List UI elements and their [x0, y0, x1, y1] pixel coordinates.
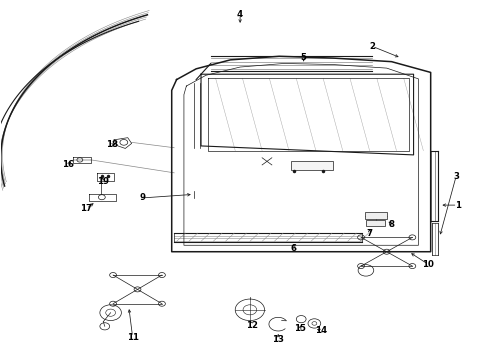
Bar — [292, 161, 333, 170]
Text: 19: 19 — [98, 177, 109, 186]
Text: 18: 18 — [106, 140, 118, 149]
Text: 10: 10 — [422, 260, 434, 269]
Bar — [365, 212, 387, 220]
Text: 5: 5 — [301, 53, 307, 62]
Bar — [366, 220, 385, 226]
Text: 13: 13 — [272, 335, 284, 344]
Text: 12: 12 — [246, 321, 258, 330]
Text: 4: 4 — [237, 10, 243, 19]
Text: 3: 3 — [453, 172, 459, 181]
Text: 1: 1 — [455, 201, 461, 210]
Text: 9: 9 — [139, 193, 146, 202]
Text: 17: 17 — [80, 204, 92, 213]
Text: 6: 6 — [291, 244, 297, 253]
Text: 16: 16 — [62, 160, 74, 169]
Text: 14: 14 — [315, 326, 327, 335]
Text: 2: 2 — [369, 42, 375, 51]
Text: 8: 8 — [389, 220, 394, 229]
Text: 15: 15 — [294, 324, 306, 333]
Text: 11: 11 — [126, 333, 139, 342]
Text: 7: 7 — [367, 229, 373, 238]
